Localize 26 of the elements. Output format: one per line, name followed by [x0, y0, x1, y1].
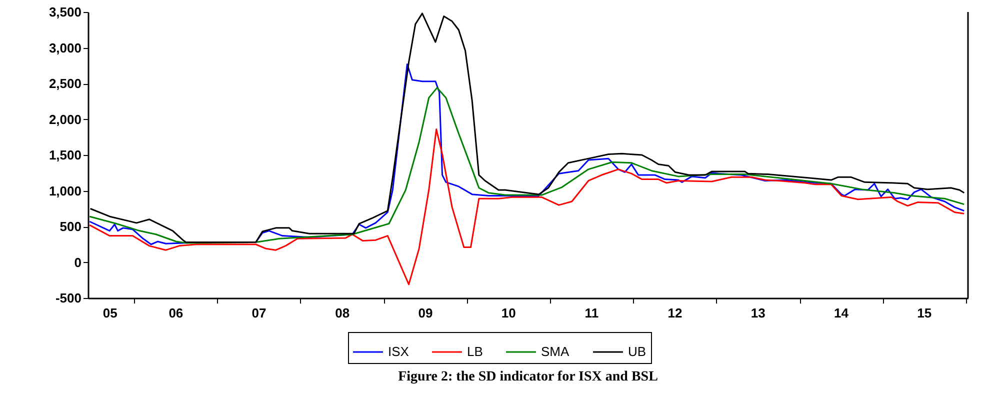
x-tick-label: 15 [917, 306, 932, 320]
x-tick-label: 11 [584, 306, 599, 320]
x-tick-label: 10 [501, 306, 516, 320]
legend-label: ISX [388, 344, 410, 359]
y-tick-label: 1,500 [48, 148, 82, 162]
y-tick-label: 500 [60, 219, 82, 234]
x-tick-label: 06 [168, 306, 184, 320]
legend-label: SMA [541, 344, 570, 359]
caption: Figure 2: the SD indicator for ISX and BSL [398, 370, 658, 384]
x-tick-label: 09 [418, 306, 433, 320]
y-tick-label: -500 [55, 290, 82, 306]
x-tick-label: 08 [335, 306, 350, 320]
y-tick-label: 3,500 [48, 4, 82, 20]
y-tick-label: 2,000 [48, 112, 82, 127]
legend-label: LB [467, 344, 483, 359]
x-tick-label: 13 [750, 306, 766, 320]
y-tick-label: 0 [74, 254, 82, 270]
line-series [88, 128, 965, 286]
x-tick-label: 07 [252, 306, 266, 320]
x-tick-label: 12 [668, 306, 682, 320]
y-tick-label: 3,000 [48, 40, 82, 56]
x-tick-label: 05 [102, 306, 118, 320]
legend-label: UB [628, 344, 646, 359]
y-tick-label: 2,500 [48, 76, 82, 91]
y-tick-label: 1,000 [48, 183, 82, 198]
x-tick-label: 14 [834, 306, 850, 320]
